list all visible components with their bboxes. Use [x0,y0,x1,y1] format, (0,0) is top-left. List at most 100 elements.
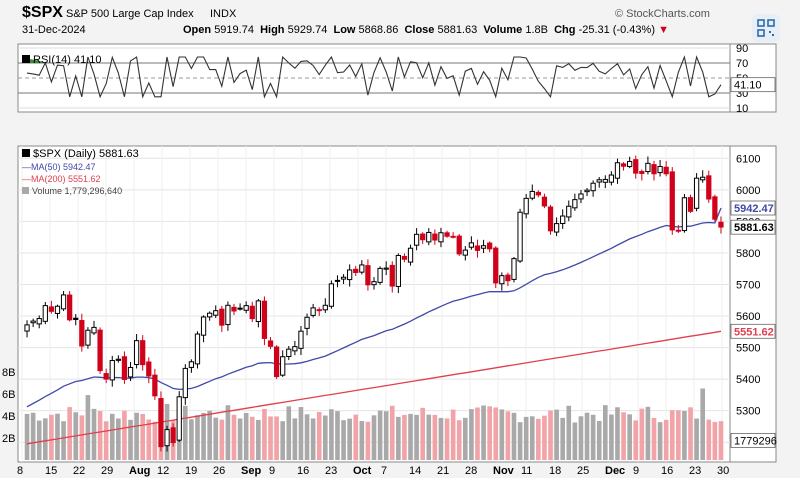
volume-bar [36,420,42,460]
price-candle [432,229,438,245]
price-candle [213,305,219,319]
price-candle [36,315,42,329]
candle-body [706,175,712,200]
volume-bar [55,413,60,460]
legend-ma50-text: MA(50) 5942.47 [31,162,96,172]
volume-bar [134,412,139,460]
volume-bar [237,418,243,460]
candle-body [383,267,389,270]
qr-code-icon[interactable] [752,14,780,42]
price-candle [718,216,724,234]
price-candle [553,217,560,237]
price-candle [547,204,554,235]
volume-bar [122,410,127,460]
candle-body [371,281,377,286]
price-candle [413,228,420,251]
volume-bar [49,414,54,460]
volume-bar [481,405,486,460]
volume-bar [663,419,669,460]
candle-body [146,361,152,377]
candle-body [413,233,420,246]
rsi-tag-bg [730,77,776,93]
price-candle [152,368,158,400]
x-tick-label: Aug [129,465,150,477]
volume-bar [548,410,553,460]
price-candle [614,158,621,184]
volume-bar [420,407,426,460]
candle-body [353,268,359,274]
candle-body [219,308,225,326]
rsi-tag: 41.10 [734,80,762,92]
candle-body [42,305,48,322]
source-label: © StockCharts.com [615,8,710,20]
candle-body [584,189,590,193]
volume-bar [359,421,365,460]
volume-label: Volume [483,24,523,36]
price-candle [572,193,578,211]
date-label: 31-Dec-2024 [22,24,86,36]
volume-bar [91,408,97,460]
volume-bar [225,405,231,460]
volume-bar [517,422,523,460]
candle-body [505,274,511,282]
volume-bar [109,413,115,460]
price-candle [669,167,675,235]
volume-bar [61,421,66,460]
volume-tick-label: 8B [2,367,15,379]
price-candle [401,253,408,263]
price-candle [140,335,146,371]
volume-bar [432,414,438,460]
price-candle [176,391,182,443]
price-candle [693,173,700,212]
volume-bar [523,416,529,460]
volume-bar [456,420,462,460]
candle-body [261,300,268,339]
price-candle [334,275,341,288]
volume-bar [402,414,407,460]
volume-bar [103,421,109,460]
price-candle [395,253,401,294]
x-tick-label: 21 [437,465,449,477]
volume-bar [207,410,212,460]
volume-bar [688,407,693,460]
volume-bar [201,412,206,460]
price-candle [608,171,615,186]
x-tick-label: 23 [689,465,701,477]
price-candle [511,256,517,283]
price-candle [194,331,201,369]
volume-bar [256,419,261,460]
candle-body [164,429,170,447]
rsi-tick-label: 70 [736,58,748,70]
candle-body [633,159,639,174]
high-label: High [260,24,285,36]
price-candle [182,364,188,405]
price-axis-bg [729,145,777,463]
volume-bar [274,416,279,460]
price-candle [407,244,414,266]
chg-down-arrow-icon: ▼ [658,24,669,36]
candle-body [712,196,718,220]
price-candle [700,170,706,183]
price-candle [73,314,79,326]
volume-bar [298,407,304,460]
volume-tick-label: 2B [2,433,15,445]
candle-body [280,356,286,376]
price-candle [712,194,718,222]
price-tick-label: 5400 [736,374,760,386]
price-candle [91,320,97,335]
volume-bar [621,412,626,460]
candle-body [140,340,146,366]
volume-bar [633,420,639,460]
high-value: 5929.74 [287,24,328,36]
price-candle [328,280,335,309]
price-candle [359,260,365,275]
candle-body [529,190,535,199]
price-candle [590,180,596,197]
price-candle [444,230,450,238]
volume-bar [651,417,657,460]
candle-body [511,258,517,280]
price-candle [535,190,541,198]
x-tick-label: 9 [269,465,275,477]
price-candle [578,189,584,204]
close-label: Close [404,24,435,36]
